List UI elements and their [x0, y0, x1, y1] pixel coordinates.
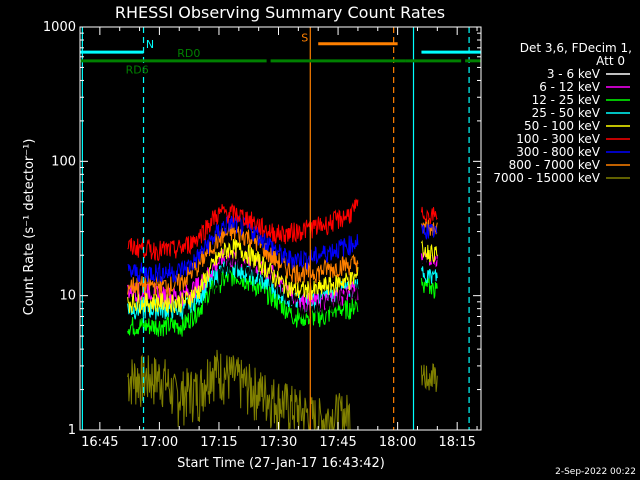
second-segment-olive [420, 363, 438, 392]
second-segment-green [420, 277, 438, 299]
legend-label-6: 300 - 800 keV [516, 145, 600, 159]
axes: 16:45 17:00 17:15 17:30 17:45 18:00 18:15 1 10 10… [43, 20, 482, 450]
second-segment-red [420, 206, 438, 225]
y-tick-label-0: 1 [68, 423, 76, 438]
legend-header-line-1: Det 3,6, FDecim 1, [520, 41, 632, 55]
y-tick-label-2: 100 [51, 154, 76, 169]
second-segment-yellow [420, 240, 438, 263]
legend-label-8: 7000 - 15000 keV [493, 171, 600, 185]
series-line-8 [127, 349, 351, 431]
annotation-rd6: RD6 [126, 64, 149, 77]
series-line-5 [127, 198, 359, 262]
legend-label-3: 25 - 50 keV [532, 106, 601, 120]
y-axis-label: Count Rate (s⁻¹ detector⁻¹) [22, 139, 37, 316]
x-axis-label: Start Time (27-Jan-17 16:43:42) [177, 456, 385, 471]
series-line-6 [127, 214, 359, 283]
legend-header-line-2: Att 0 [596, 54, 625, 68]
legend-label-0: 3 - 6 keV [547, 67, 601, 81]
second-segment-cyan [420, 266, 438, 284]
x-tick-label-0: 16:45 [81, 435, 118, 450]
y-tick-label-3: 1000 [43, 20, 76, 35]
plot-frame [79, 26, 482, 431]
x-tick-label-3: 17:30 [260, 435, 297, 450]
y-tick-label-1: 10 [59, 289, 76, 304]
annotation-n: N [146, 38, 154, 51]
footer-date: 2-Sep-2022 00:22 [555, 467, 636, 477]
x-tick-label-4: 17:45 [319, 435, 356, 450]
second-segment-blue [420, 223, 438, 240]
series-line-2 [127, 266, 359, 337]
annotation-rd0: RD0 [177, 47, 200, 60]
x-tick-label-6: 18:15 [438, 435, 475, 450]
series-line-4 [127, 238, 359, 315]
annotation-s: S [301, 31, 308, 44]
x-tick-label-1: 17:00 [141, 435, 178, 450]
legend-label-5: 100 - 300 keV [516, 132, 600, 146]
legend-label-2: 12 - 25 keV [532, 93, 601, 107]
x-tick-label-2: 17:15 [200, 435, 237, 450]
chart-title: RHESSI Observing Summary Count Rates [115, 3, 445, 22]
legend-label-4: 50 - 100 keV [524, 119, 601, 133]
x-tick-label-5: 18:00 [379, 435, 416, 450]
annotations: N RD0 RD6 S [80, 27, 481, 430]
legend-label-1: 6 - 12 keV [539, 80, 601, 94]
series-line-0 [202, 252, 359, 327]
legend-label-7: 800 - 7000 keV [509, 158, 601, 172]
series-line-7 [127, 223, 359, 298]
plot-area [127, 198, 438, 431]
